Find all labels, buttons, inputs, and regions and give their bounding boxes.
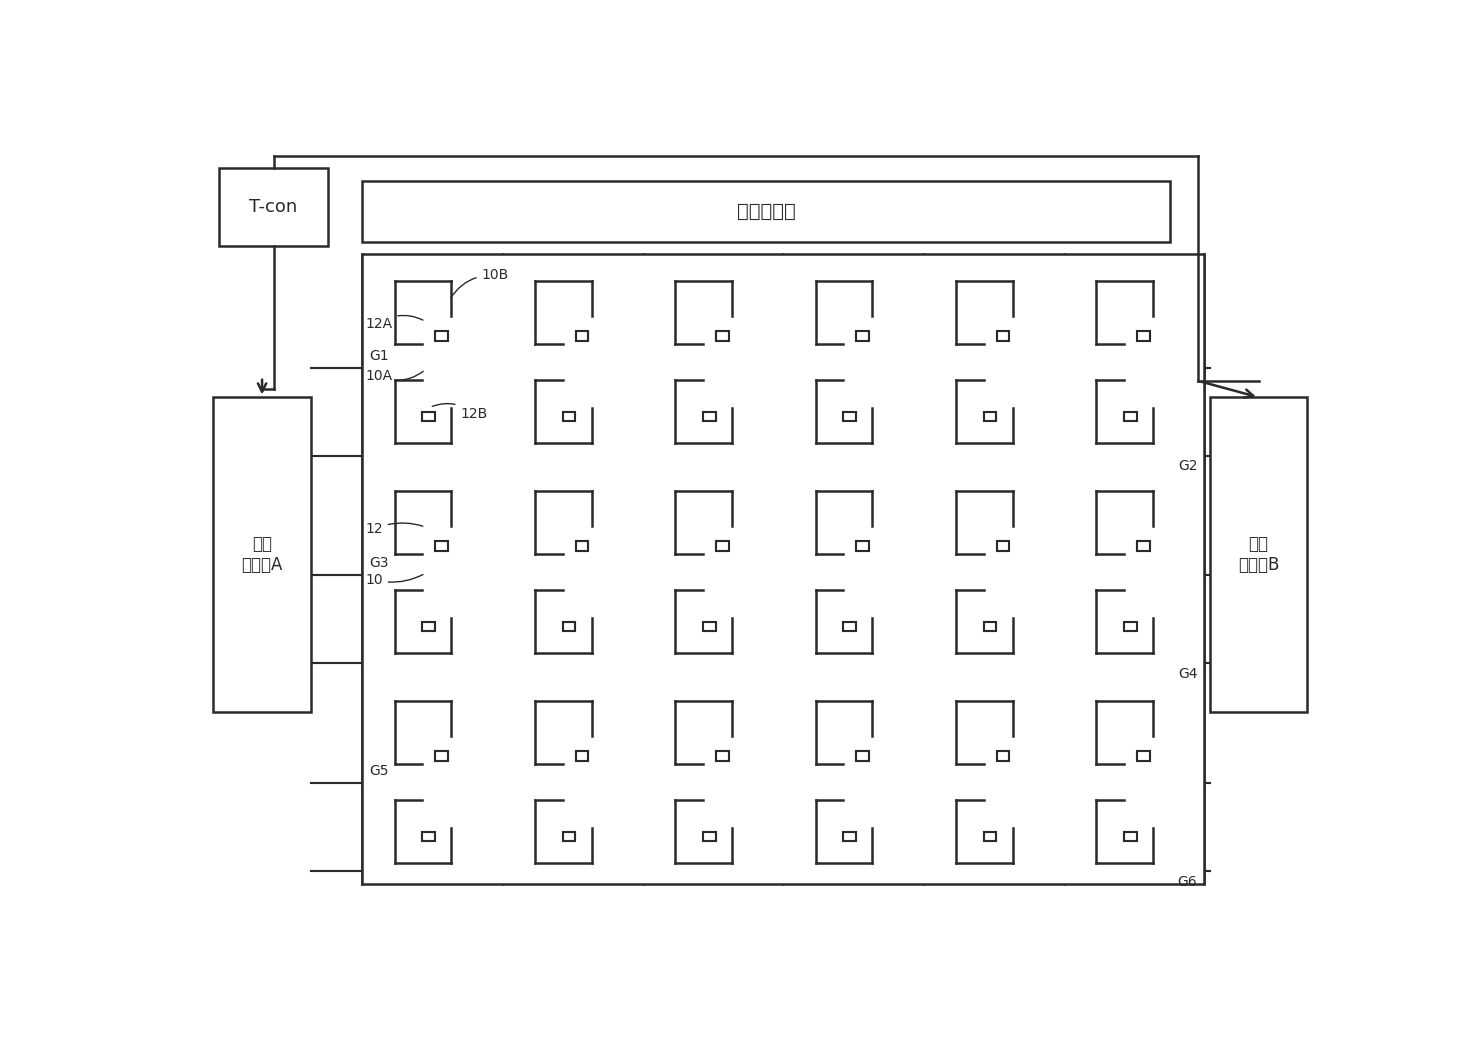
Bar	[362, 254, 1205, 884]
Text: 10A: 10A	[365, 370, 423, 383]
Bar	[1210, 397, 1308, 713]
Bar	[844, 622, 856, 631]
Bar	[436, 751, 448, 761]
Bar	[436, 542, 448, 551]
Bar	[983, 832, 996, 841]
Bar	[1123, 412, 1137, 421]
Text: 源极驱动器: 源极驱动器	[736, 202, 795, 221]
Text: G5: G5	[370, 765, 389, 778]
Text: 12A: 12A	[365, 315, 423, 330]
Bar	[213, 397, 310, 713]
Bar	[563, 832, 575, 841]
Bar	[219, 169, 328, 246]
Bar	[423, 412, 435, 421]
Text: G1: G1	[370, 348, 389, 362]
Bar	[423, 622, 435, 631]
Bar	[856, 542, 869, 551]
Text: 12B: 12B	[432, 404, 488, 421]
Bar	[1137, 331, 1150, 341]
Bar	[576, 542, 588, 551]
Text: 栏极
驱动器B: 栏极 驱动器B	[1239, 535, 1280, 575]
Text: G3: G3	[370, 556, 389, 570]
Text: 栏极
驱动器A: 栏极 驱动器A	[241, 535, 282, 575]
Bar	[844, 412, 856, 421]
Text: G4: G4	[1178, 667, 1197, 681]
Bar	[563, 622, 575, 631]
Bar	[1123, 832, 1137, 841]
Text: G2: G2	[1178, 459, 1197, 473]
Text: 12: 12	[365, 523, 423, 536]
Bar	[856, 751, 869, 761]
Bar	[563, 412, 575, 421]
Bar	[856, 331, 869, 341]
Text: G6: G6	[1178, 874, 1197, 889]
Bar	[983, 622, 996, 631]
Bar	[844, 832, 856, 841]
Bar	[576, 751, 588, 761]
Bar	[983, 412, 996, 421]
Bar	[1137, 751, 1150, 761]
Bar	[715, 542, 729, 551]
Bar	[704, 412, 715, 421]
Bar	[996, 751, 1009, 761]
Text: 10: 10	[365, 572, 423, 586]
Bar	[1123, 622, 1137, 631]
Bar	[715, 331, 729, 341]
Bar	[996, 542, 1009, 551]
Bar	[1137, 542, 1150, 551]
Bar	[423, 832, 435, 841]
Bar	[436, 331, 448, 341]
Bar	[576, 331, 588, 341]
Text: 10B: 10B	[451, 269, 508, 298]
Bar	[362, 181, 1171, 242]
Bar	[996, 331, 1009, 341]
Bar	[715, 751, 729, 761]
Bar	[704, 622, 715, 631]
Text: T-con: T-con	[250, 199, 297, 217]
Bar	[704, 832, 715, 841]
